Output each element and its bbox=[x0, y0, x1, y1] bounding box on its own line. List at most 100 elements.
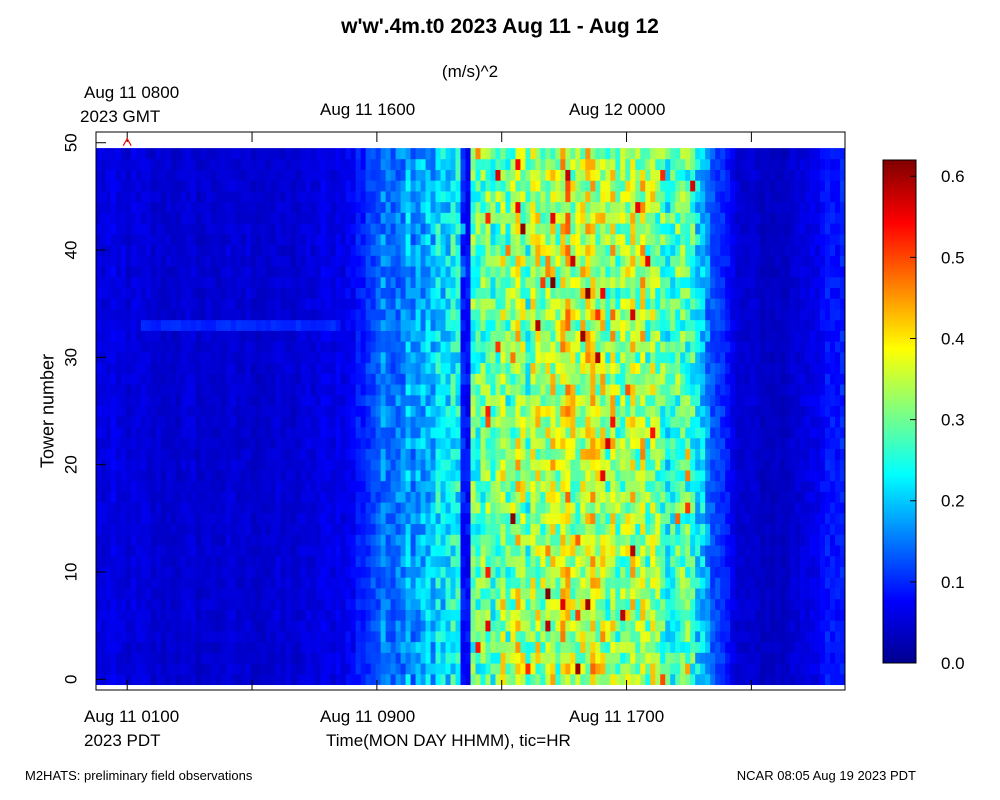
heatmap-cell bbox=[585, 394, 591, 407]
heatmap-cell bbox=[105, 609, 112, 621]
heatmap-cell bbox=[140, 598, 147, 610]
heatmap-cell bbox=[140, 191, 147, 203]
heatmap-cell bbox=[355, 598, 362, 610]
heatmap-cell bbox=[180, 201, 187, 213]
heatmap-cell bbox=[200, 502, 207, 514]
heatmap-cell bbox=[505, 448, 511, 460]
heatmap-cell bbox=[375, 448, 382, 460]
heatmap-cell bbox=[520, 351, 526, 364]
heatmap-cell bbox=[510, 620, 516, 632]
heatmap-cell bbox=[255, 620, 262, 632]
heatmap-cell bbox=[145, 169, 152, 181]
heatmap-cell bbox=[300, 255, 307, 267]
heatmap-cell bbox=[260, 491, 267, 503]
heatmap-cell bbox=[270, 148, 277, 160]
heatmap-cell bbox=[295, 330, 302, 342]
heatmap-cell bbox=[180, 609, 187, 621]
heatmap-cell bbox=[465, 394, 471, 407]
heatmap-cell bbox=[96, 330, 102, 342]
heatmap-cell bbox=[490, 598, 496, 610]
heatmap-cell bbox=[255, 609, 262, 621]
heatmap-cell bbox=[175, 276, 182, 288]
heatmap-cell bbox=[290, 427, 297, 439]
heatmap-cell bbox=[535, 169, 541, 181]
heatmap-cell bbox=[520, 255, 526, 267]
heatmap-cell bbox=[170, 233, 177, 246]
heatmap-cell bbox=[565, 266, 571, 278]
heatmap-cell bbox=[170, 470, 177, 482]
heatmap-cell bbox=[420, 405, 426, 417]
heatmap-cell bbox=[490, 652, 496, 664]
heatmap-cell bbox=[270, 523, 277, 535]
heatmap-cell bbox=[390, 384, 396, 396]
heatmap-cell bbox=[200, 255, 207, 267]
heatmap-cell bbox=[125, 266, 132, 278]
heatmap-cell bbox=[340, 641, 347, 653]
heatmap-cell bbox=[435, 652, 441, 664]
heatmap-cell bbox=[410, 362, 416, 374]
heatmap-cell bbox=[195, 577, 202, 589]
heatmap-cell bbox=[285, 502, 292, 514]
heatmap-cell bbox=[555, 609, 561, 621]
heatmap-cell bbox=[535, 384, 541, 396]
heatmap-cell bbox=[365, 448, 372, 460]
heatmap-cell bbox=[245, 191, 252, 203]
heatmap-cell bbox=[200, 566, 207, 578]
heatmap-cell bbox=[425, 598, 431, 610]
heatmap-cell bbox=[575, 319, 581, 331]
heatmap-cell bbox=[440, 545, 446, 557]
heatmap-cell bbox=[315, 652, 322, 664]
heatmap-cell bbox=[400, 180, 406, 192]
heatmap-cell bbox=[135, 319, 142, 331]
heatmap-cell bbox=[290, 652, 297, 664]
heatmap-cell bbox=[490, 394, 496, 407]
heatmap-cell bbox=[205, 598, 212, 610]
heatmap-cell bbox=[450, 555, 456, 567]
heatmap-cell bbox=[105, 384, 112, 396]
heatmap-cell bbox=[415, 180, 421, 192]
heatmap-cell bbox=[385, 351, 391, 364]
heatmap-cell bbox=[435, 598, 441, 610]
heatmap-cell bbox=[130, 480, 137, 492]
heatmap-cell bbox=[130, 588, 137, 600]
heatmap-cell bbox=[480, 630, 486, 643]
heatmap-cell bbox=[540, 233, 546, 246]
heatmap-cell bbox=[290, 577, 297, 589]
heatmap-cell bbox=[120, 598, 127, 610]
heatmap-cell bbox=[225, 502, 232, 514]
heatmap-cell bbox=[430, 212, 436, 224]
heatmap-cell bbox=[235, 416, 242, 428]
heatmap-cell bbox=[470, 255, 476, 267]
heatmap-cell bbox=[465, 523, 471, 535]
heatmap-cell bbox=[545, 588, 551, 600]
heatmap-cell bbox=[380, 212, 387, 224]
heatmap-cell bbox=[200, 319, 207, 331]
heatmap-cell bbox=[295, 201, 302, 213]
heatmap-cell bbox=[140, 566, 147, 578]
heatmap-cell bbox=[96, 212, 102, 224]
heatmap-cell bbox=[220, 266, 227, 278]
heatmap-cell bbox=[425, 545, 431, 557]
heatmap-cell bbox=[475, 276, 481, 288]
heatmap-cell bbox=[310, 191, 317, 203]
heatmap-cell bbox=[250, 555, 257, 567]
heatmap-cell bbox=[390, 298, 396, 310]
heatmap-cell bbox=[400, 448, 406, 460]
heatmap-cell bbox=[240, 609, 247, 621]
heatmap-cell bbox=[430, 523, 436, 535]
heatmap-cell bbox=[455, 502, 461, 514]
heatmap-cell bbox=[535, 673, 541, 686]
heatmap-cell bbox=[420, 373, 426, 385]
heatmap-cell bbox=[105, 512, 112, 525]
heatmap-cell bbox=[540, 201, 546, 213]
heatmap-cell bbox=[460, 298, 466, 310]
heatmap-cell bbox=[515, 266, 521, 278]
heatmap-cell bbox=[275, 641, 282, 653]
heatmap-cell bbox=[505, 384, 511, 396]
heatmap-cell bbox=[380, 266, 387, 278]
heatmap-cell bbox=[490, 319, 496, 331]
heatmap-cell bbox=[485, 502, 491, 514]
heatmap-cell bbox=[540, 663, 546, 675]
heatmap-cell bbox=[465, 223, 471, 235]
heatmap-cell bbox=[360, 266, 367, 278]
